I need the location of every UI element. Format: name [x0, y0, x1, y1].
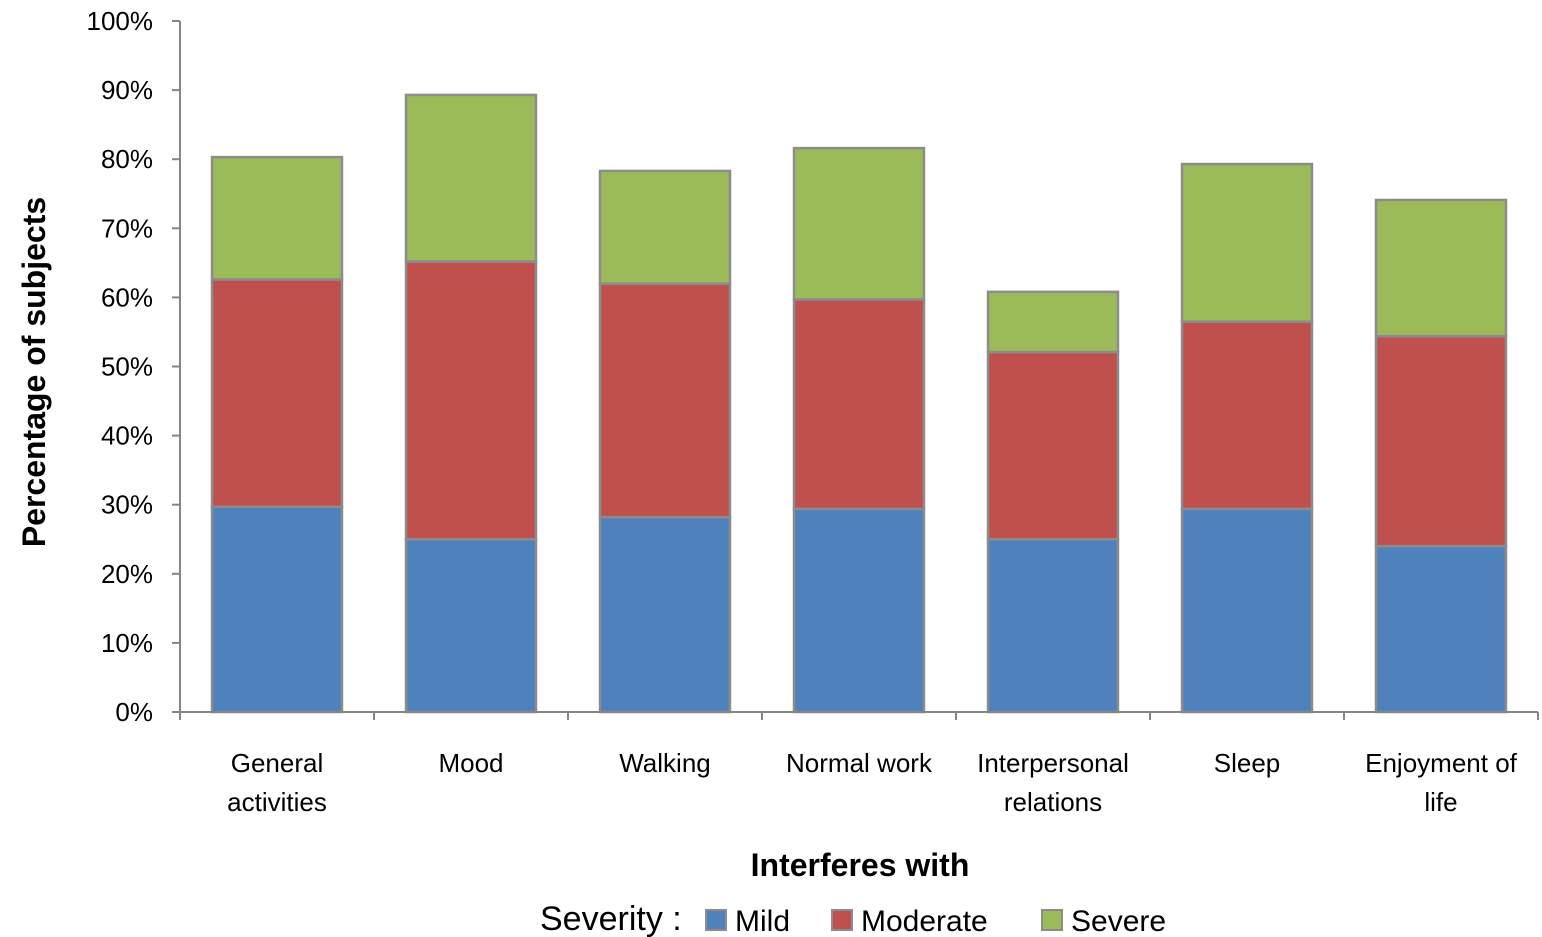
y-tick-label: 80% [101, 144, 153, 174]
y-axis: 0% 10% 20% 30% 40% 50% 60% 70% 80% 90% 100% [87, 6, 181, 727]
bar-severe-6 [1180, 162, 1314, 323]
x-category-label: General activities [227, 748, 327, 817]
plot-area [210, 93, 1508, 714]
bar-mild-2 [404, 538, 538, 714]
bar-severe-5 [986, 290, 1120, 354]
bar-severe-3 [598, 169, 732, 285]
bar-severe-7 [1374, 198, 1508, 338]
y-tick-label: 10% [101, 628, 153, 658]
legend-label-severe: Severe [1071, 905, 1166, 937]
bar-moderate-5 [986, 350, 1120, 541]
y-tick-label: 70% [101, 213, 153, 243]
x-axis-title: Interferes with [751, 847, 970, 883]
bar-mild-4 [792, 507, 926, 714]
bar-mild-7 [1374, 544, 1508, 714]
bar-moderate-2 [404, 260, 538, 541]
x-category-label: Walking [619, 748, 711, 778]
y-tick-label: 50% [101, 352, 153, 382]
legend: Severity : Mild Moderate Severe [540, 900, 1166, 937]
bar-moderate-7 [1374, 334, 1508, 548]
bar-moderate-4 [792, 298, 926, 511]
y-tick-label: 40% [101, 421, 153, 451]
x-category-label: Enjoyment of life [1365, 748, 1518, 817]
bar-severe-4 [792, 146, 926, 301]
legend-swatch-severe [1041, 909, 1063, 931]
x-category-label: Mood [438, 748, 503, 778]
bar-mild-5 [986, 538, 1120, 714]
y-tick-label: 90% [101, 75, 153, 105]
y-tick-label: 100% [87, 6, 154, 36]
y-tick-label: 30% [101, 490, 153, 520]
y-axis-title: Percentage of subjects [16, 197, 52, 547]
bar-mild-1 [210, 505, 344, 714]
y-tick-label: 60% [101, 282, 153, 312]
bar-severe-1 [210, 155, 344, 281]
bar-mild-6 [1180, 507, 1314, 714]
legend-title: Severity : [540, 900, 682, 937]
legend-swatch-mild [705, 909, 727, 931]
legend-swatch-moderate [831, 909, 853, 931]
bar-severe-2 [404, 93, 538, 263]
bar-moderate-6 [1180, 320, 1314, 511]
y-tick-label: 20% [101, 559, 153, 589]
legend-label-moderate: Moderate [861, 905, 988, 937]
y-tick-label: 0% [115, 697, 153, 727]
bar-moderate-3 [598, 282, 732, 519]
x-category-label: Interpersonal relations [977, 748, 1129, 817]
bar-moderate-1 [210, 278, 344, 509]
bar-mild-3 [598, 515, 732, 714]
x-category-label: Sleep [1214, 748, 1281, 778]
legend-label-mild: Mild [735, 905, 790, 937]
x-axis: General activities Mood Walking Normal work I… [179, 711, 1539, 817]
x-category-label: Normal work [786, 748, 933, 778]
